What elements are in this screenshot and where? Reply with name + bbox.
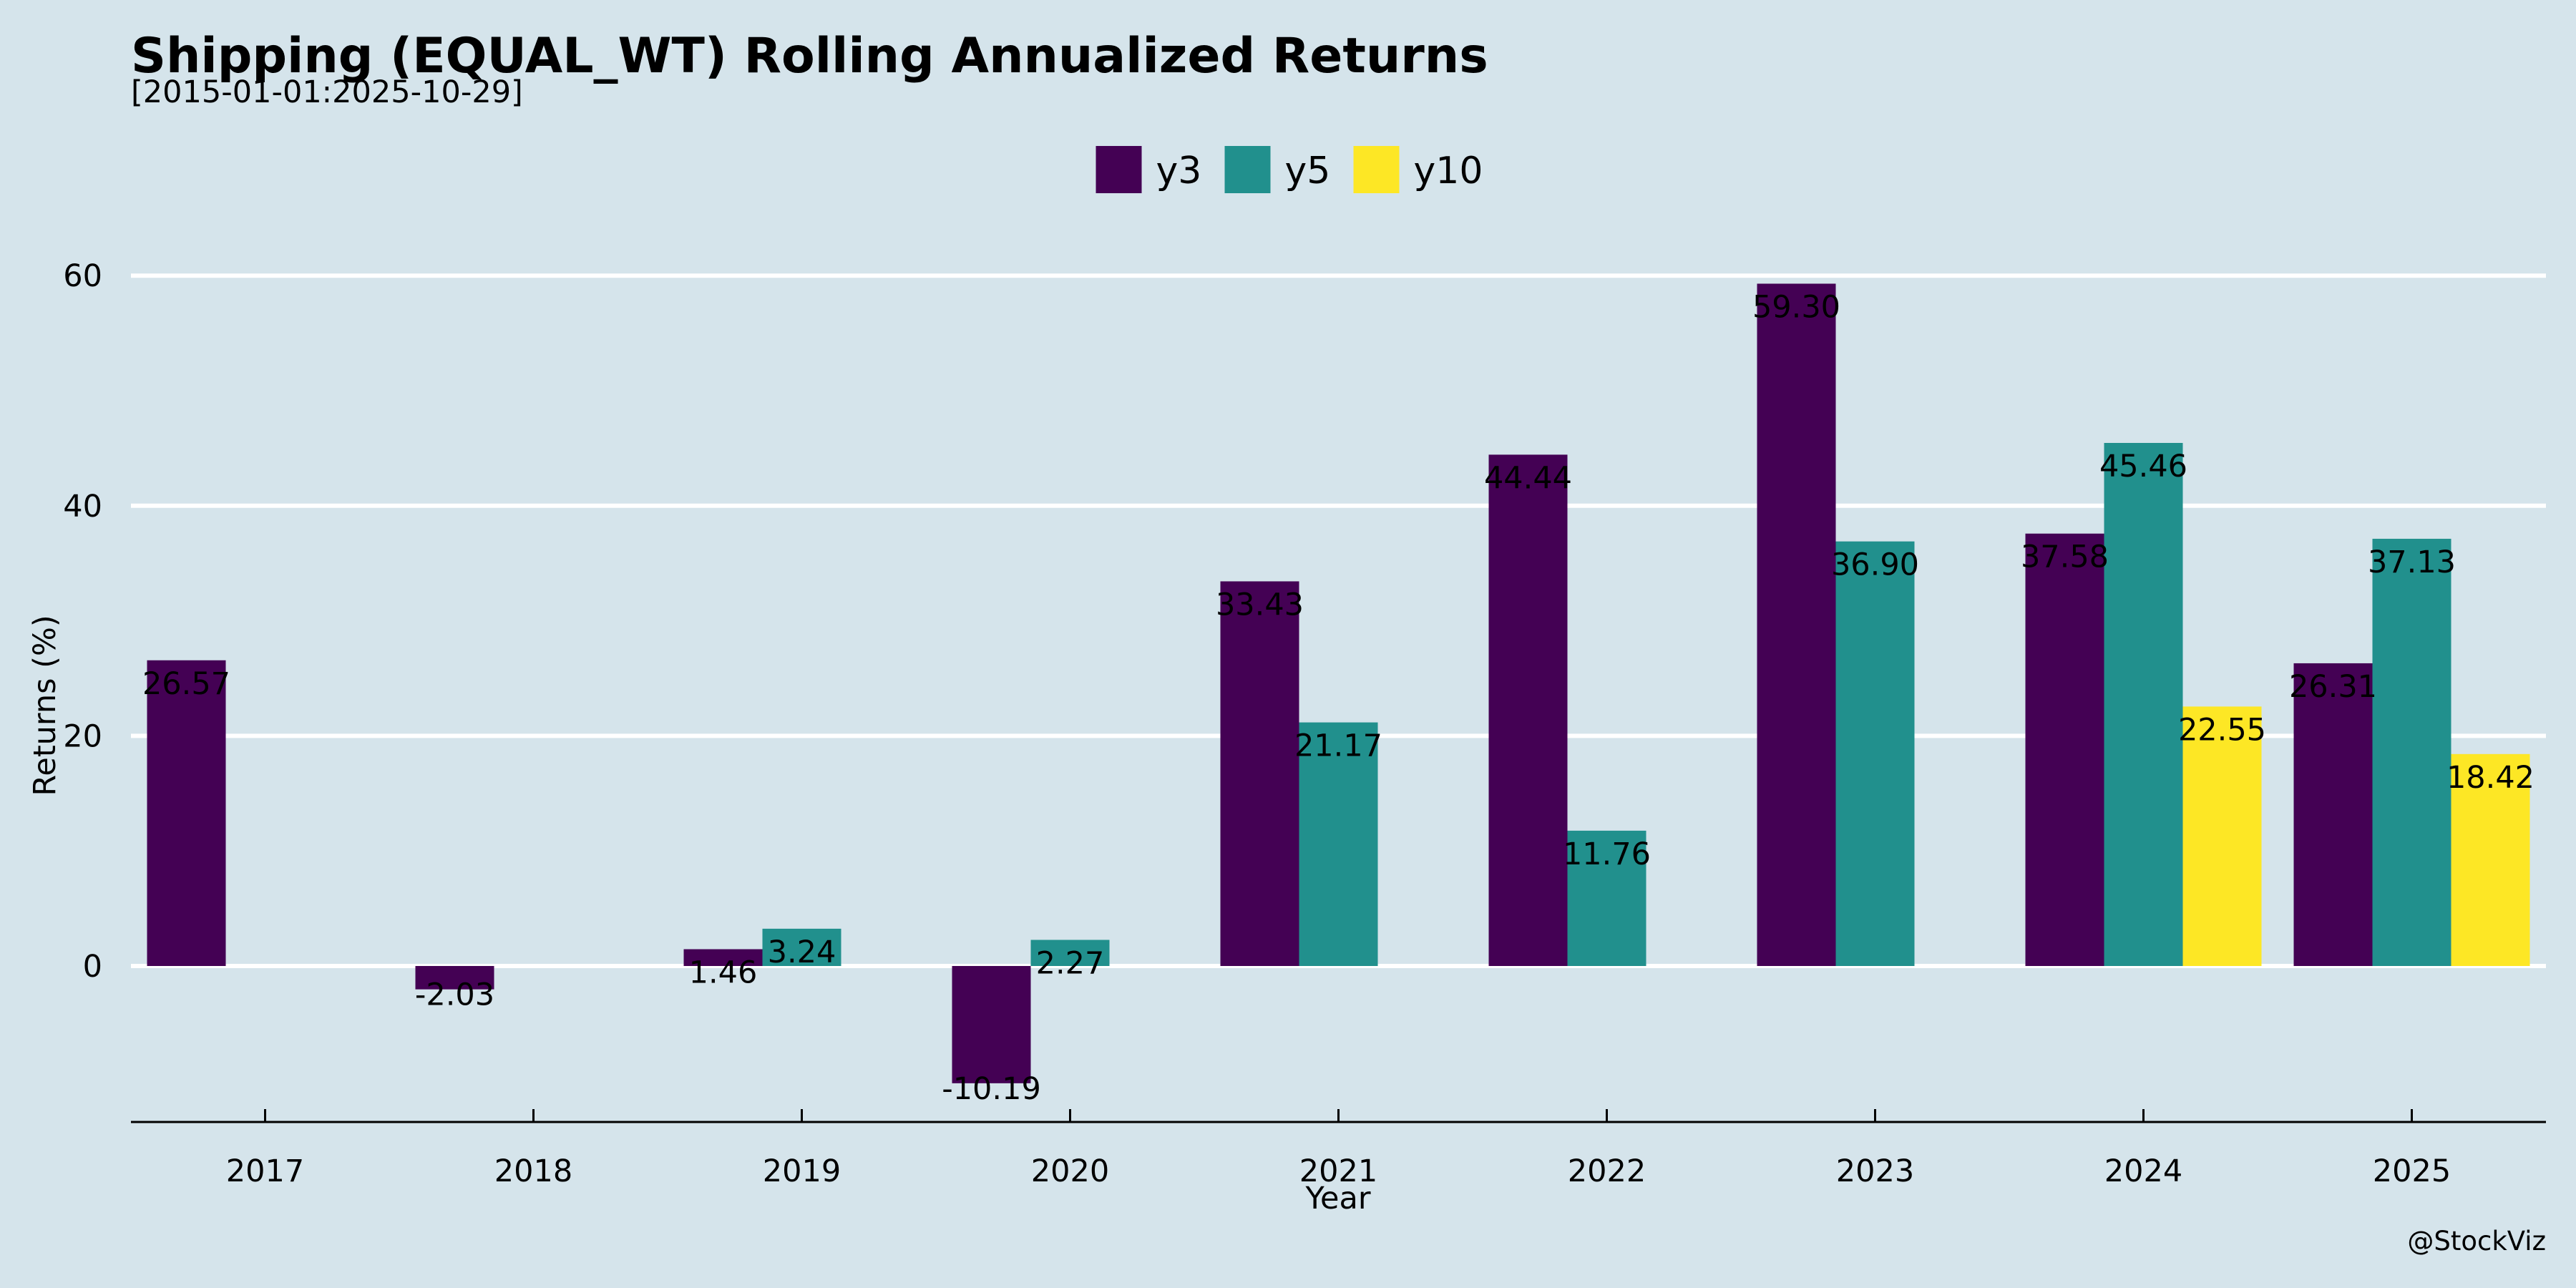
chart-title: Shipping (EQUAL_WT) Rolling Annualized R…: [131, 28, 1488, 84]
data-label-y3: 44.44: [1484, 460, 1572, 496]
x-tick-label: 2021: [1299, 1153, 1377, 1189]
data-label-y5: 37.13: [2368, 545, 2456, 580]
bar-y3: [683, 949, 763, 966]
y-tick-label: 0: [83, 949, 102, 985]
legend-label-y10: y10: [1414, 150, 1483, 192]
x-tick-label: 2020: [1031, 1153, 1109, 1189]
data-label-y10: 22.55: [2178, 712, 2266, 748]
bar-y3: [415, 966, 494, 990]
bar-y5: [1835, 541, 1915, 966]
data-label-y5: 45.46: [2099, 449, 2187, 484]
data-label-y3: 1.46: [689, 955, 758, 991]
data-label-y5: 3.24: [768, 935, 836, 970]
bar-y3: [147, 660, 226, 966]
bar-y5: [2372, 538, 2451, 966]
data-label-y3: 26.57: [142, 666, 230, 702]
bar-y3: [952, 966, 1031, 1083]
bar-y5: [762, 928, 841, 966]
y-tick-label: 60: [63, 258, 102, 294]
data-label-y3: 37.58: [2021, 540, 2109, 575]
x-tick-label: 2018: [494, 1153, 572, 1189]
bar-y5: [2104, 443, 2183, 966]
legend-swatch-y5: [1224, 146, 1271, 193]
bar-y3: [1488, 454, 1568, 966]
y-tick-label: 20: [63, 718, 102, 754]
watermark: @StockViz: [2407, 1226, 2546, 1257]
data-label-y3: -10.19: [942, 1071, 1041, 1107]
data-label-y5: 21.17: [1294, 728, 1382, 764]
data-label-y10: 18.42: [2446, 760, 2534, 796]
data-label-y3: 26.31: [2289, 669, 2377, 705]
data-label-y3: 33.43: [1216, 587, 1304, 623]
bar-y5: [1030, 940, 1110, 966]
bar-y5: [1299, 722, 1378, 966]
bar-y5: [1567, 830, 1646, 966]
legend-label-y3: y3: [1156, 150, 1202, 192]
bar-y3: [2293, 663, 2373, 966]
bar-y3: [1757, 283, 1836, 966]
x-axis-label: Year: [1304, 1181, 1370, 1216]
legend-swatch-y10: [1353, 146, 1400, 193]
bar-y3: [1220, 581, 1299, 966]
x-tick-label: 2017: [226, 1153, 304, 1189]
legend-label-y5: y5: [1285, 150, 1331, 192]
x-tick-label: 2024: [2104, 1153, 2182, 1189]
chart-subtitle: [2015-01-01:2025-10-29]: [131, 74, 523, 110]
data-label-y5: 2.27: [1036, 945, 1105, 981]
data-label-y3: 59.30: [1752, 289, 1840, 325]
bar-y10: [2182, 706, 2262, 966]
legend-swatch-y3: [1096, 146, 1142, 193]
x-tick-label: 2022: [1568, 1153, 1646, 1189]
x-tick-label: 2023: [1836, 1153, 1914, 1189]
data-label-y5: 36.90: [1831, 547, 1919, 583]
data-label-y3: -2.03: [415, 977, 494, 1013]
x-tick-label: 2025: [2373, 1153, 2451, 1189]
data-label-y5: 11.76: [1563, 836, 1651, 872]
bar-y3: [2025, 533, 2104, 966]
bar-y10: [2451, 753, 2530, 966]
y-tick-label: 40: [63, 489, 102, 525]
x-tick-label: 2019: [763, 1153, 841, 1189]
y-axis-label: Returns (%): [27, 615, 63, 796]
